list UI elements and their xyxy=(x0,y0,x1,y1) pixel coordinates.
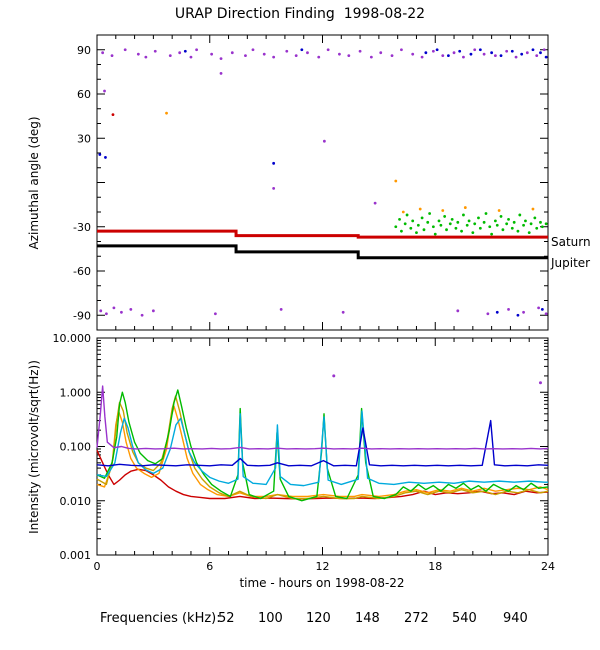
scatter-group-green xyxy=(394,212,548,236)
legend-item-272: 272 xyxy=(404,611,429,626)
frequency-legend: Frequencies (kHz): 52 100 120 148 272 540 940 xyxy=(100,611,528,626)
y-tick-label: 0.010 xyxy=(60,495,92,508)
chart-title: URAP Direction Finding 1998-08-22 xyxy=(175,6,425,22)
y-tick-label: -60 xyxy=(73,265,91,278)
y-tick-label: -90 xyxy=(73,309,91,322)
line-saturn xyxy=(97,229,548,239)
y-tick-label: 10.000 xyxy=(53,332,92,345)
legend-item-52: 52 xyxy=(218,611,235,626)
legend-label: Frequencies (kHz): xyxy=(100,611,221,626)
x-tick-label: 24 xyxy=(541,560,555,573)
azimuth-panel: 90 60 30 -30 -60 -90 xyxy=(73,34,549,331)
y-tick-label: 1.000 xyxy=(60,386,92,399)
legend-item-120: 120 xyxy=(306,611,331,626)
x-tick-label: 6 xyxy=(206,560,213,573)
jupiter-line-label: Jupiter xyxy=(550,256,590,270)
x-axis-label: time - hours on 1998-08-22 xyxy=(239,576,404,590)
saturn-line-label: Saturn xyxy=(551,235,591,249)
y-tick-label: 60 xyxy=(77,88,91,101)
scatter-group-orange xyxy=(165,111,535,214)
legend-item-940: 940 xyxy=(503,611,528,626)
y-tick-label: 90 xyxy=(77,44,91,57)
y-tick-label: 30 xyxy=(77,132,91,145)
y-tick-label: -30 xyxy=(73,221,91,234)
legend-item-100: 100 xyxy=(258,611,283,626)
plot-frame xyxy=(96,34,549,331)
intensity-y-axis-label: Intensity (microvolt/sqrt(Hz)) xyxy=(27,360,41,534)
x-tick-label: 12 xyxy=(316,560,330,573)
isolated-point xyxy=(538,381,542,385)
scatter-group-purple xyxy=(99,48,548,317)
azimuth-y-axis-label: Azimuthal angle (deg) xyxy=(27,116,41,249)
legend-item-540: 540 xyxy=(452,611,477,626)
isolated-point xyxy=(332,374,336,378)
y-tick-label: 0.100 xyxy=(60,441,92,454)
line-jupiter xyxy=(97,244,548,260)
legend-item-148: 148 xyxy=(355,611,380,626)
series-940 xyxy=(96,385,549,450)
series-272 xyxy=(96,410,548,487)
scatter-group-red xyxy=(111,113,115,117)
series-148 xyxy=(96,389,549,502)
series-540 xyxy=(96,419,549,467)
y-tick-label: 0.001 xyxy=(60,549,92,562)
scatter-group-blue xyxy=(98,48,548,317)
x-tick-label: 0 xyxy=(94,560,101,573)
x-tick-label: 18 xyxy=(428,560,442,573)
